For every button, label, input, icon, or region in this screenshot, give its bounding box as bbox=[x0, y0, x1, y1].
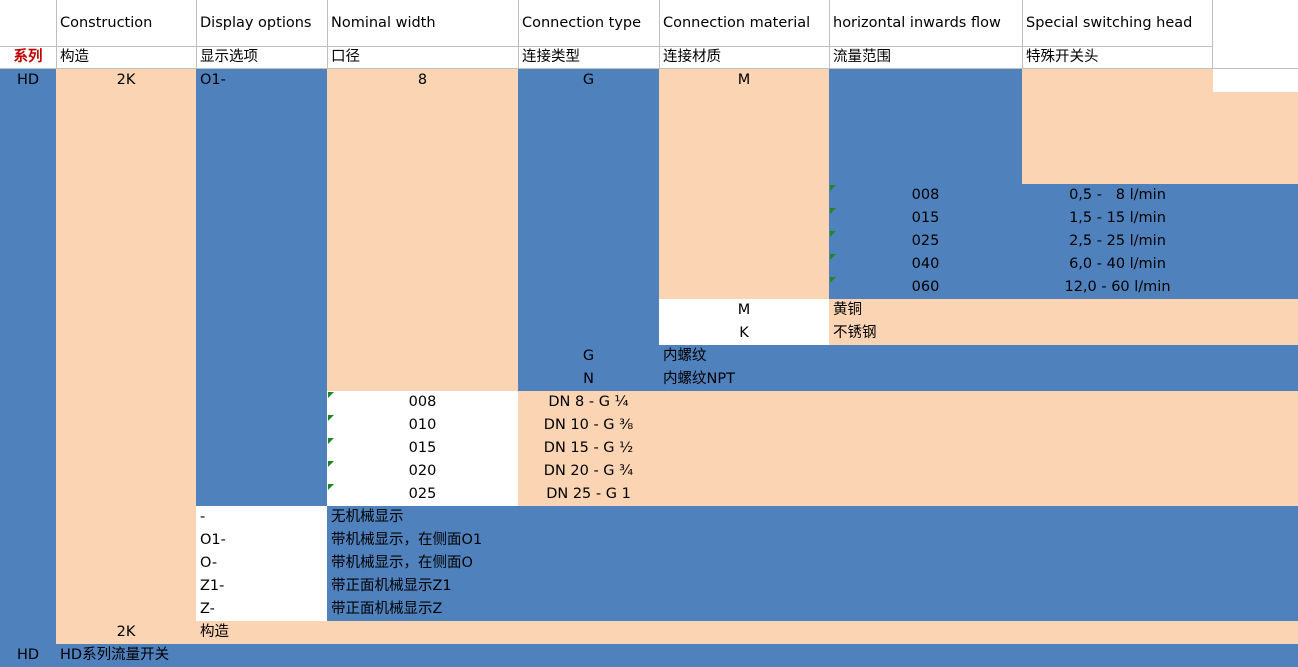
width-label: DN 10 - G ⅜ bbox=[543, 417, 634, 433]
conn-material-column bbox=[659, 69, 829, 299]
display-label: 带正面机械显示Z1 bbox=[331, 578, 452, 594]
flow-code: 040 bbox=[911, 256, 940, 272]
width-code: 015 bbox=[408, 440, 437, 456]
construction-band bbox=[196, 621, 1298, 644]
display-code: - bbox=[200, 509, 206, 525]
material-code: K bbox=[739, 325, 749, 341]
conn-type-code: G bbox=[582, 348, 595, 364]
header-flow: horizontal inwards flow bbox=[833, 15, 1001, 31]
display-label: 带机械显示，在侧面O bbox=[331, 555, 473, 571]
display-options-band bbox=[327, 506, 1298, 621]
conn-type-code: N bbox=[583, 371, 594, 387]
header-connection-material: Connection material bbox=[663, 15, 811, 31]
code-construction: 2K bbox=[116, 72, 136, 88]
width-label: DN 15 - G ½ bbox=[543, 440, 634, 456]
material-label: 不锈钢 bbox=[833, 325, 877, 341]
comment-flag-icon bbox=[830, 231, 836, 237]
display-label: 带机械显示，在侧面O1 bbox=[331, 532, 483, 548]
series-label: HD系列流量开关 bbox=[60, 647, 170, 663]
header-nominal-width: Nominal width bbox=[331, 15, 436, 31]
construction-code: 2K bbox=[116, 624, 136, 640]
comment-flag-icon bbox=[328, 415, 334, 421]
code-display: O1- bbox=[200, 72, 226, 88]
code-series: HD bbox=[16, 72, 40, 88]
construction-label: 构造 bbox=[200, 624, 229, 640]
material-code: M bbox=[737, 302, 751, 318]
flow-code: 008 bbox=[911, 187, 940, 203]
series-code: HD bbox=[16, 647, 40, 663]
conn-type-options-band bbox=[659, 345, 1298, 391]
header-connection-type: Connection type bbox=[522, 15, 642, 31]
flow-code: 060 bbox=[911, 279, 940, 295]
width-column bbox=[327, 69, 518, 391]
material-options-band bbox=[829, 299, 1298, 345]
construction-column bbox=[56, 69, 196, 644]
flow-options-band bbox=[829, 184, 1298, 299]
code-conn-material: M bbox=[737, 72, 751, 88]
display-label: 带正面机械显示Z bbox=[331, 601, 443, 617]
width-code: 010 bbox=[408, 417, 437, 433]
comment-flag-icon bbox=[830, 254, 836, 260]
comment-flag-icon bbox=[328, 392, 334, 398]
width-code: 008 bbox=[408, 394, 437, 410]
comment-flag-icon bbox=[830, 208, 836, 214]
header-cn-display: 显示选项 bbox=[200, 49, 258, 65]
series-column bbox=[0, 69, 56, 667]
display-code: O- bbox=[200, 555, 218, 571]
code-conn-type: G bbox=[582, 72, 595, 88]
header-display-options: Display options bbox=[200, 15, 312, 31]
width-options-band bbox=[518, 391, 1298, 506]
flow-code: 015 bbox=[911, 210, 940, 226]
flow-code: 025 bbox=[911, 233, 940, 249]
header-cn-conn-type: 连接类型 bbox=[522, 49, 580, 65]
switch-extension bbox=[1213, 92, 1298, 184]
header-cn-construction: 构造 bbox=[60, 49, 89, 65]
comment-flag-icon bbox=[328, 461, 334, 467]
header-cn-conn-material: 连接材质 bbox=[663, 49, 721, 65]
display-label: 无机械显示 bbox=[331, 509, 404, 525]
flow-range: 6,0 - 40 l/min bbox=[1069, 256, 1166, 272]
width-label: DN 25 - G 1 bbox=[546, 486, 631, 502]
header-construction: Construction bbox=[60, 15, 153, 31]
display-column bbox=[196, 69, 327, 506]
flow-range: 2,5 - 25 l/min bbox=[1069, 233, 1166, 249]
comment-flag-icon bbox=[328, 438, 334, 444]
conn-type-column bbox=[518, 69, 659, 391]
conn-type-label: 内螺纹NPT bbox=[663, 371, 735, 387]
width-label: DN 20 - G ¾ bbox=[543, 463, 634, 479]
comment-flag-icon bbox=[830, 277, 836, 283]
material-label: 黄铜 bbox=[833, 302, 862, 318]
display-code: O1- bbox=[200, 532, 226, 548]
width-code: 020 bbox=[408, 463, 437, 479]
comment-flag-icon bbox=[830, 185, 836, 191]
header-series: 系列 bbox=[13, 49, 43, 65]
display-code: Z1- bbox=[200, 578, 225, 594]
header-cn-flow: 流量范围 bbox=[833, 49, 891, 65]
series-band bbox=[56, 644, 1298, 667]
conn-type-label: 内螺纹 bbox=[663, 348, 707, 364]
width-label: DN 8 - G ¼ bbox=[548, 394, 629, 410]
display-code: Z- bbox=[200, 601, 215, 617]
flow-column bbox=[829, 69, 1022, 184]
width-code: 025 bbox=[408, 486, 437, 502]
header-cn-switch: 特殊开关头 bbox=[1026, 49, 1099, 65]
code-width: 8 bbox=[417, 72, 428, 88]
switch-column bbox=[1022, 69, 1213, 184]
comment-flag-icon bbox=[328, 484, 334, 490]
flow-range: 0,5 - 8 l/min bbox=[1069, 187, 1166, 203]
flow-range: 1,5 - 15 l/min bbox=[1069, 210, 1166, 226]
flow-range: 12,0 - 60 l/min bbox=[1064, 279, 1171, 295]
header-switching-head: Special switching head bbox=[1026, 15, 1193, 31]
header-cn-width: 口径 bbox=[331, 49, 360, 65]
